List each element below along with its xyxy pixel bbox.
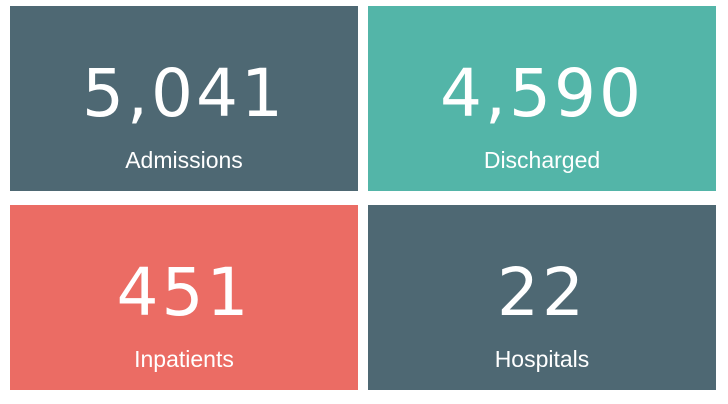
discharged-card: 4,590 Discharged xyxy=(368,6,716,191)
hospitals-value: 22 xyxy=(497,254,587,331)
discharged-value: 4,590 xyxy=(440,55,644,132)
hospitals-card: 22 Hospitals xyxy=(368,205,716,390)
admissions-card: 5,041 Admissions xyxy=(10,6,358,191)
admissions-value: 5,041 xyxy=(82,55,286,132)
discharged-label: Discharged xyxy=(483,147,601,173)
hospitals-label: Hospitals xyxy=(494,346,590,372)
inpatients-value: 451 xyxy=(116,254,252,331)
admissions-label: Admissions xyxy=(125,147,243,173)
inpatients-card: 451 Inpatients xyxy=(10,205,358,390)
inpatients-label: Inpatients xyxy=(134,346,234,372)
